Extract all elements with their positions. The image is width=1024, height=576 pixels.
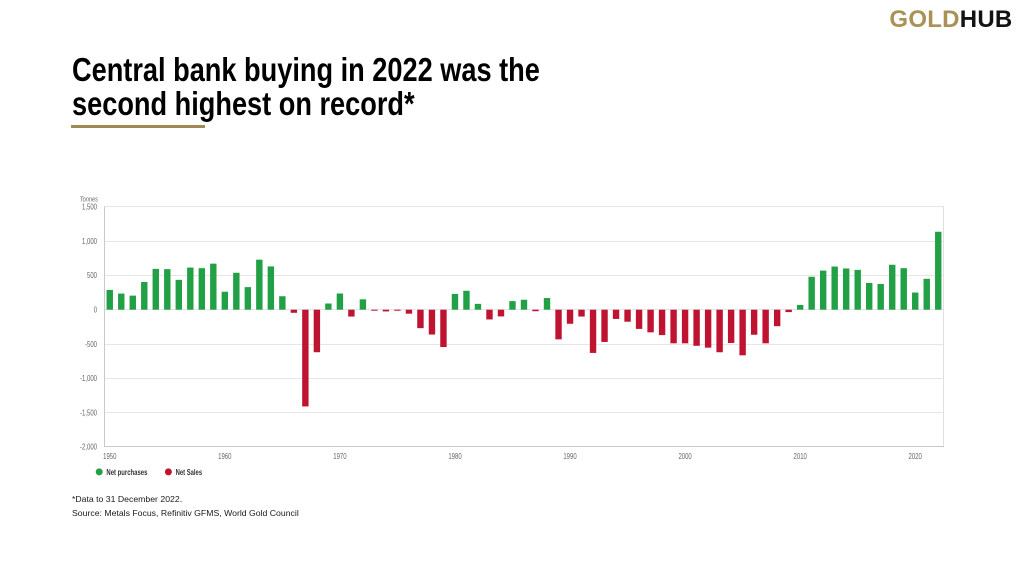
svg-text:1950: 1950 — [103, 452, 117, 461]
svg-text:1,500: 1,500 — [82, 203, 97, 212]
svg-text:-1,500: -1,500 — [80, 408, 97, 417]
svg-text:1970: 1970 — [333, 452, 347, 461]
svg-text:-1,000: -1,000 — [80, 374, 97, 383]
svg-text:1,000: 1,000 — [82, 237, 97, 246]
svg-text:-2,000: -2,000 — [80, 443, 97, 452]
svg-text:1960: 1960 — [218, 452, 232, 461]
svg-text:Tonnes: Tonnes — [80, 194, 98, 203]
svg-text:Net Sales: Net Sales — [176, 468, 203, 477]
svg-text:0: 0 — [94, 306, 98, 315]
svg-text:1990: 1990 — [563, 452, 577, 461]
svg-text:500: 500 — [87, 271, 97, 280]
svg-text:2000: 2000 — [678, 452, 692, 461]
svg-text:2020: 2020 — [909, 452, 923, 461]
svg-text:2010: 2010 — [794, 452, 808, 461]
svg-text:-500: -500 — [85, 340, 97, 349]
svg-text:Net purchases: Net purchases — [106, 468, 147, 477]
svg-text:1980: 1980 — [448, 452, 462, 461]
